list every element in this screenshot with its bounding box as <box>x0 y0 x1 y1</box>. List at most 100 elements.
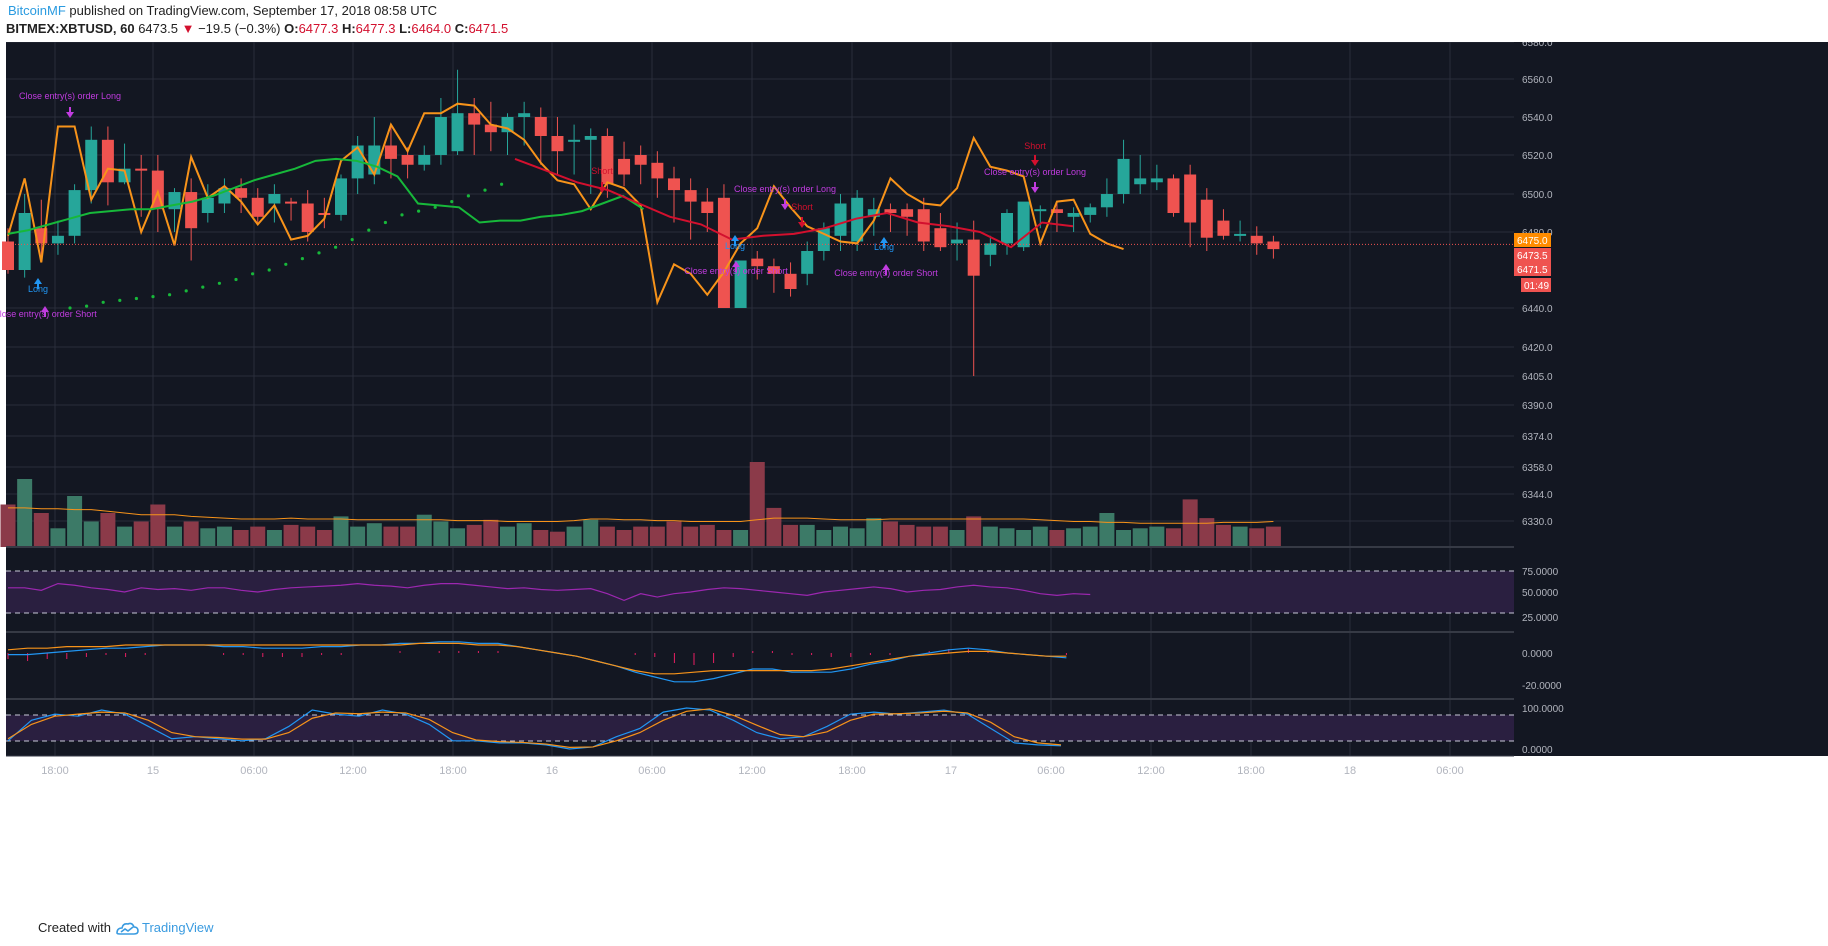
trade-arrow-icon <box>1031 160 1039 166</box>
psar-dot <box>334 245 338 249</box>
volume-bar <box>1166 528 1181 547</box>
volume-bar <box>533 530 549 547</box>
candle-body <box>18 213 31 270</box>
price-axis-label: 6374.0 <box>1522 432 1553 443</box>
volume-bar <box>233 530 249 547</box>
volume-bar <box>350 526 366 547</box>
volume-bar <box>466 524 482 547</box>
stoch-axis-label: 100.0000 <box>1522 704 1564 715</box>
trade-label: Short <box>591 166 613 176</box>
trade-label: Close entry(s) order Long <box>734 184 836 194</box>
rsi-axis-label: 75.0000 <box>1522 567 1559 578</box>
trade-arrow-icon <box>1031 187 1039 193</box>
volume-bar <box>849 528 865 547</box>
candle-body <box>751 258 764 267</box>
trade-arrow-icon <box>882 264 890 270</box>
candle-body <box>451 113 464 152</box>
volume-bar <box>1032 526 1048 547</box>
volume-bar <box>516 523 532 547</box>
psar-dot <box>450 200 454 204</box>
candle-body <box>1001 213 1013 244</box>
stoch-k-line <box>7 707 1062 750</box>
time-axis-label: 18:00 <box>439 765 467 777</box>
rsi-band-fill <box>6 571 1514 613</box>
low-value: 6464.0 <box>411 21 452 36</box>
trade-arrow-icon <box>34 278 42 284</box>
candle-body <box>651 162 664 179</box>
volume-bar <box>50 528 66 547</box>
volume-bar <box>1016 530 1032 547</box>
time-axis-label: 18:00 <box>838 765 866 777</box>
psar-dot <box>134 296 138 301</box>
tradingview-logo-icon <box>115 922 139 935</box>
candle-body <box>801 251 814 274</box>
volume-bar <box>999 528 1015 547</box>
psar-dot <box>267 268 271 272</box>
publish-header: BitcoinMF published on TradingView.com, … <box>8 3 437 18</box>
volume-bar <box>982 526 998 547</box>
symbol-label[interactable]: BITMEX:XBTUSD, 60 <box>6 21 135 36</box>
candle-body <box>501 117 514 133</box>
candle-body <box>1134 178 1147 185</box>
candle-body <box>1184 174 1197 223</box>
tradingview-link[interactable]: TradingView <box>142 920 214 935</box>
author-link[interactable]: BitcoinMF <box>8 3 66 18</box>
candle-body <box>484 124 497 133</box>
candle-body <box>1150 178 1163 183</box>
candle-body <box>568 139 581 142</box>
psar-dot <box>483 188 487 192</box>
volume-bar <box>383 526 399 547</box>
psar-dot <box>284 262 288 266</box>
volume-bar <box>699 524 715 547</box>
candle-body <box>85 139 98 191</box>
volume-bar <box>316 530 332 547</box>
psar-dot <box>201 285 205 289</box>
candle-body <box>851 197 864 242</box>
rsi-line <box>8 582 1091 602</box>
volume-bar <box>733 530 749 547</box>
candle-body <box>951 239 964 244</box>
psar-dot <box>417 209 421 213</box>
price-tag <box>1514 233 1551 247</box>
last-price: 6473.5 <box>138 21 178 36</box>
candle-body <box>817 228 830 251</box>
price-tag-label: 6475.0 <box>1517 236 1548 247</box>
volume-bar <box>150 504 166 547</box>
volume-bar <box>633 526 649 547</box>
candle-body <box>101 139 114 183</box>
time-axis-label: 17 <box>945 765 957 777</box>
volume-bar <box>1132 528 1148 547</box>
psar-dot <box>383 220 387 225</box>
price-axis-label: 6420.0 <box>1522 343 1553 354</box>
candle-body <box>301 203 314 232</box>
candle-body <box>434 117 447 155</box>
candle-body <box>2 241 14 270</box>
macd-axis-label: 0.0000 <box>1522 649 1553 660</box>
candle-body <box>1100 194 1113 208</box>
volume-bar <box>932 526 948 547</box>
candle-body <box>834 203 847 236</box>
candle-body <box>934 228 947 248</box>
candle-body <box>767 266 780 274</box>
price-chart[interactable]: Close entry(s) order LongLongClose entry… <box>0 42 1828 912</box>
candle-body <box>51 235 64 244</box>
candle-body <box>68 190 81 236</box>
price-axis-label: 6500.0 <box>1522 190 1553 201</box>
psar-dot <box>400 213 404 217</box>
volume-bar <box>766 507 782 547</box>
price-tag <box>1514 262 1551 276</box>
time-axis-label: 16 <box>546 765 558 777</box>
ema-green-line <box>7 157 645 235</box>
chart-background <box>6 42 1514 756</box>
price-axis-label: 6344.0 <box>1522 490 1553 501</box>
volume-bar <box>117 526 133 547</box>
psar-dot <box>367 228 371 232</box>
candle-body <box>901 209 914 217</box>
volume-bar <box>183 521 199 547</box>
volume-bar <box>566 526 582 547</box>
time-axis-label: 06:00 <box>1037 765 1065 777</box>
volume-bar <box>0 504 16 547</box>
volume-bar <box>133 521 149 547</box>
volume-bar <box>716 530 732 547</box>
volume-bar <box>83 521 99 547</box>
